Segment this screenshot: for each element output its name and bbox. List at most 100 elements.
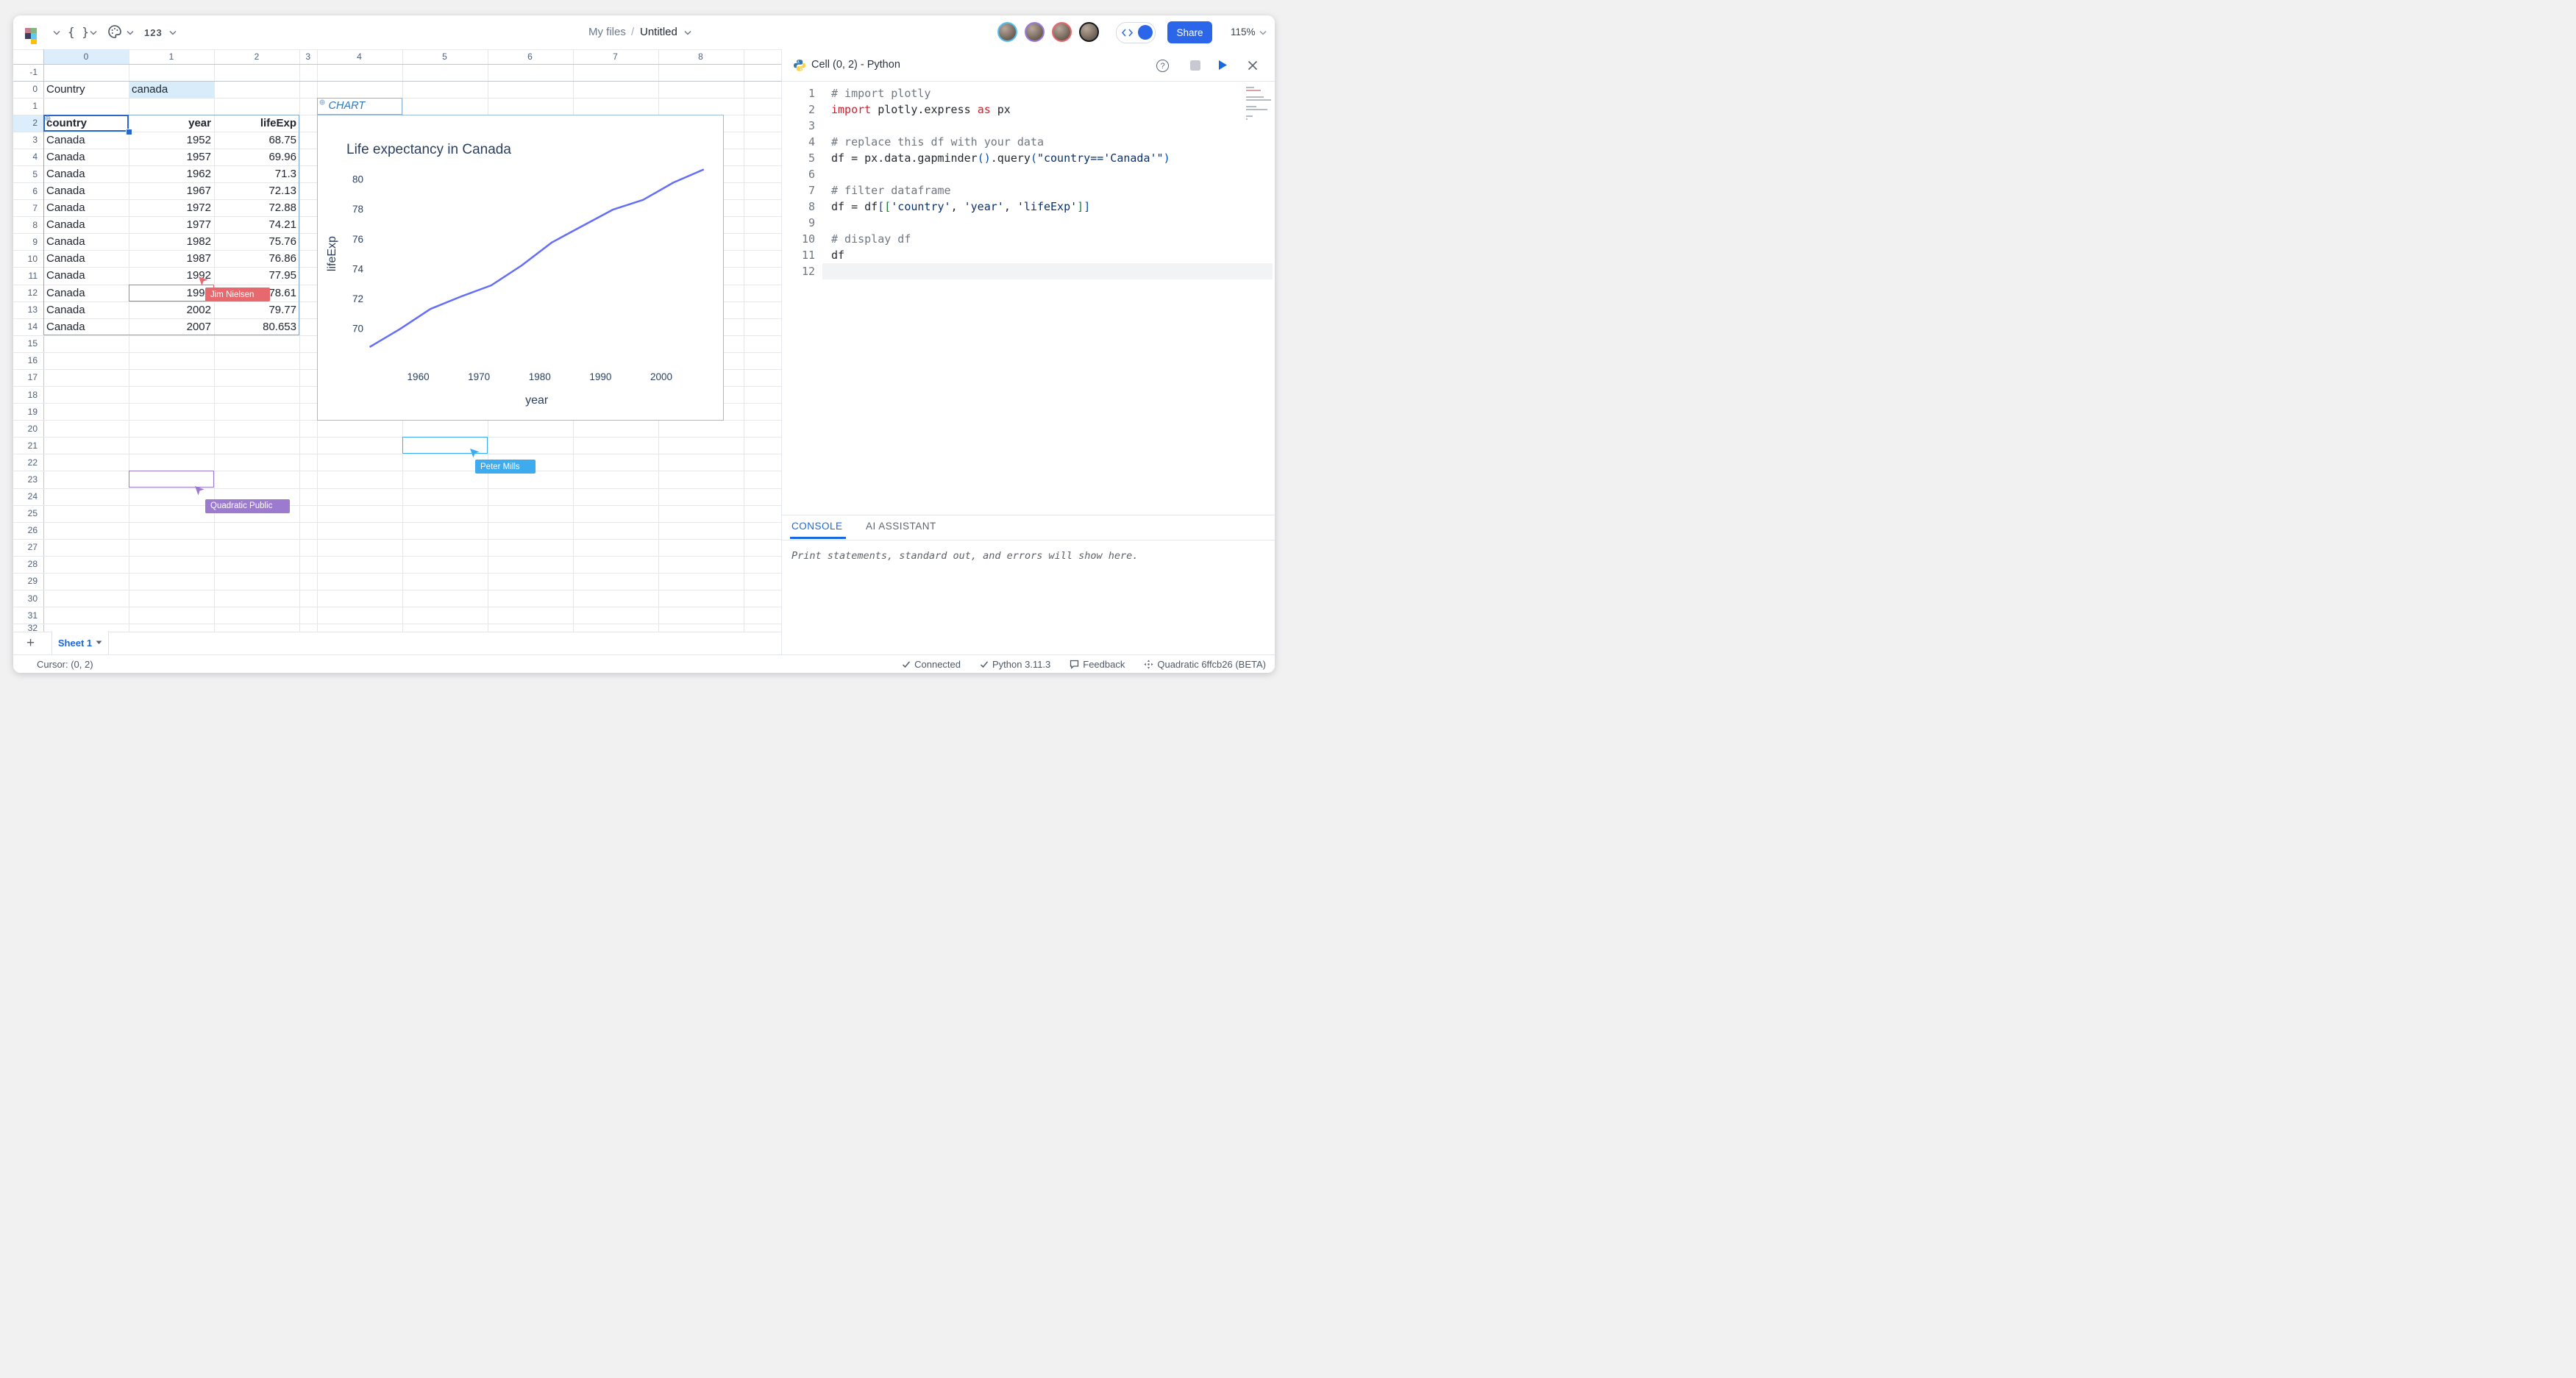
code-cell-menu-button[interactable]: { } — [68, 25, 89, 39]
avatar[interactable] — [1025, 22, 1045, 42]
row-header-0[interactable]: 0 — [32, 84, 38, 95]
table-row[interactable]: Canada — [46, 168, 85, 180]
row-header-3[interactable]: 3 — [32, 135, 38, 146]
table-row[interactable]: 1987 — [186, 252, 211, 265]
avatar[interactable] — [997, 22, 1017, 42]
status-item-feedback[interactable]: Feedback — [1070, 659, 1125, 670]
share-button[interactable]: Share — [1167, 21, 1212, 43]
table-row[interactable]: Canada — [46, 201, 85, 215]
column-header-3[interactable]: 3 — [305, 51, 311, 62]
tab-ai-assistant[interactable]: AI ASSISTANT — [866, 521, 936, 532]
row-header-15[interactable]: 15 — [27, 338, 38, 349]
table-row[interactable]: 71.3 — [274, 168, 296, 180]
code-editor-toggle[interactable] — [1116, 22, 1156, 43]
table-row[interactable]: Canada — [46, 252, 85, 265]
table-row[interactable]: 68.75 — [268, 133, 296, 146]
table-row[interactable]: 79.77 — [268, 303, 296, 316]
zoom-level-dropdown[interactable]: 115% — [1231, 26, 1256, 38]
table-row[interactable]: Canada — [46, 150, 85, 163]
row-header-1[interactable]: 1 — [32, 101, 38, 112]
row-header-5[interactable]: 5 — [32, 168, 38, 179]
table-row[interactable]: 1952 — [186, 133, 211, 146]
cell-country-value[interactable] — [129, 81, 214, 98]
row-header-9[interactable]: 9 — [32, 236, 38, 247]
row-header-20[interactable]: 20 — [27, 423, 38, 434]
table-row[interactable]: 2002 — [186, 303, 211, 316]
column-header-5[interactable]: 5 — [442, 51, 447, 62]
row-header-4[interactable]: 4 — [32, 151, 38, 163]
table-row[interactable]: 78.61 — [268, 286, 296, 299]
table-row[interactable]: Canada — [46, 235, 85, 249]
row-header-24[interactable]: 24 — [27, 491, 38, 502]
table-row[interactable]: 1957 — [186, 150, 211, 163]
table-row[interactable]: Canada — [46, 286, 85, 299]
row-header-13[interactable]: 13 — [27, 304, 38, 315]
row-header-16[interactable]: 16 — [27, 355, 38, 366]
row-header-27[interactable]: 27 — [27, 542, 38, 553]
table-row[interactable]: 1962 — [186, 168, 211, 180]
active-cell-cursor[interactable] — [43, 114, 129, 132]
row-header-23[interactable]: 23 — [27, 474, 38, 485]
table-row[interactable]: 1977 — [186, 218, 211, 232]
table-row[interactable]: 72.88 — [268, 201, 296, 215]
row-header-26[interactable]: 26 — [27, 525, 38, 536]
table-row[interactable]: Canada — [46, 133, 85, 146]
table-row[interactable]: Canada — [46, 218, 85, 232]
stop-button[interactable] — [1190, 60, 1200, 71]
row-header-18[interactable]: 18 — [27, 389, 38, 400]
format-palette-button[interactable] — [107, 24, 122, 43]
table-row[interactable]: Canada — [46, 185, 85, 198]
sheet-tab[interactable]: Sheet 1 — [51, 631, 109, 654]
table-row[interactable]: Canada — [46, 303, 85, 316]
table-row[interactable]: 75.76 — [268, 235, 296, 249]
chevron-down-icon[interactable] — [684, 30, 691, 35]
row-header-25[interactable]: 25 — [27, 508, 38, 519]
column-header-1[interactable]: 1 — [168, 51, 174, 62]
row-header-2[interactable]: 2 — [13, 114, 43, 132]
row-header-14[interactable]: 14 — [27, 321, 38, 332]
table-row[interactable]: 80.653 — [263, 320, 296, 333]
status-item-quadratic-6ffcb26-beta-[interactable]: Quadratic 6ffcb26 (BETA) — [1144, 659, 1266, 670]
close-panel-button[interactable] — [1248, 60, 1258, 71]
row-header-17[interactable]: 17 — [27, 372, 38, 383]
row-header-8[interactable]: 8 — [32, 219, 38, 230]
column-header-7[interactable]: 7 — [613, 51, 618, 62]
row-header-22[interactable]: 22 — [27, 457, 38, 468]
row-header-19[interactable]: 19 — [27, 406, 38, 417]
row-header-7[interactable]: 7 — [32, 202, 38, 213]
table-row[interactable]: 1972 — [186, 201, 211, 215]
row-header-28[interactable]: 28 — [27, 559, 38, 570]
column-header-8[interactable]: 8 — [698, 51, 703, 62]
table-row[interactable]: 74.21 — [268, 218, 296, 232]
run-button[interactable] — [1218, 60, 1228, 71]
main-menu-button[interactable] — [22, 25, 49, 44]
column-header-0[interactable]: 0 — [43, 49, 129, 64]
column-header-6[interactable]: 6 — [527, 51, 533, 62]
chart-object[interactable]: Life expectancy in Canada 70 72 74 76 78 80 196… — [316, 114, 724, 421]
breadcrumb-my-files[interactable]: My files — [588, 26, 626, 38]
table-row[interactable]: 72.13 — [268, 185, 296, 198]
table-row[interactable]: 1982 — [186, 235, 211, 249]
chart-cell-tag[interactable]: CHART — [316, 97, 402, 115]
column-header-4[interactable]: 4 — [357, 51, 362, 62]
table-row[interactable]: 77.95 — [268, 269, 296, 282]
row-header-11[interactable]: 11 — [28, 270, 38, 281]
row-header-31[interactable]: 31 — [27, 610, 38, 621]
help-button[interactable]: ? — [1156, 60, 1169, 72]
avatar[interactable] — [1052, 22, 1072, 42]
number-format-button[interactable]: 123 — [144, 27, 163, 38]
table-row[interactable]: Canada — [46, 269, 85, 282]
row-header-29[interactable]: 29 — [27, 576, 38, 587]
row-header--1[interactable]: -1 — [29, 67, 38, 78]
table-row[interactable]: 76.86 — [268, 252, 296, 265]
row-header-12[interactable]: 12 — [27, 288, 38, 299]
row-header-21[interactable]: 21 — [27, 440, 38, 451]
table-row[interactable]: Canada — [46, 320, 85, 333]
table-row[interactable]: 1967 — [186, 185, 211, 198]
table-row[interactable]: 2007 — [186, 320, 211, 333]
cell-country-label[interactable]: Country — [46, 82, 85, 96]
tab-console[interactable]: CONSOLE — [791, 521, 843, 532]
add-sheet-button[interactable]: + — [26, 635, 35, 651]
avatar[interactable] — [1079, 22, 1099, 42]
row-header-10[interactable]: 10 — [27, 253, 38, 264]
